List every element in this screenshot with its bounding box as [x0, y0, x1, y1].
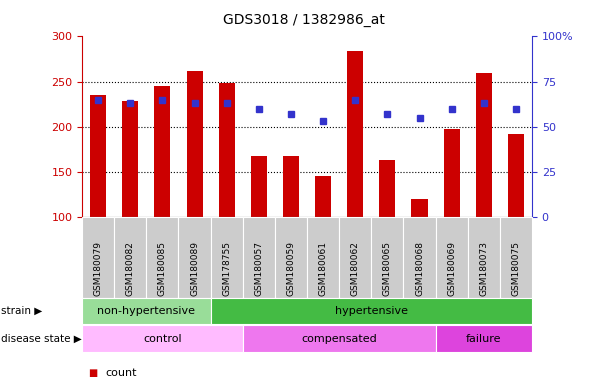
Bar — [412, 199, 427, 217]
Bar — [444, 129, 460, 217]
Bar — [122, 101, 138, 217]
Text: strain ▶: strain ▶ — [1, 306, 42, 316]
Text: GSM180089: GSM180089 — [190, 241, 199, 296]
Text: hypertensive: hypertensive — [335, 306, 408, 316]
Text: GSM178755: GSM178755 — [222, 241, 231, 296]
Bar — [347, 51, 363, 217]
Text: GSM180068: GSM180068 — [415, 241, 424, 296]
Bar — [315, 176, 331, 217]
Bar — [187, 71, 202, 217]
Bar — [154, 86, 170, 217]
Text: GSM180079: GSM180079 — [94, 241, 103, 296]
Text: GSM180061: GSM180061 — [319, 241, 328, 296]
Text: GSM180075: GSM180075 — [511, 241, 520, 296]
Text: count: count — [105, 368, 137, 378]
Text: GSM180069: GSM180069 — [447, 241, 456, 296]
Text: failure: failure — [466, 334, 502, 344]
Bar — [283, 156, 299, 217]
Text: GSM180057: GSM180057 — [254, 241, 263, 296]
Text: GSM180059: GSM180059 — [286, 241, 295, 296]
Bar — [508, 134, 524, 217]
Text: ■: ■ — [88, 368, 97, 378]
Bar — [250, 156, 267, 217]
Bar — [90, 95, 106, 217]
Text: GSM180082: GSM180082 — [126, 241, 135, 296]
Text: GSM180085: GSM180085 — [158, 241, 167, 296]
Bar — [219, 83, 235, 217]
Text: non-hypertensive: non-hypertensive — [97, 306, 195, 316]
Bar — [379, 160, 395, 217]
Text: control: control — [143, 334, 182, 344]
Text: GSM180062: GSM180062 — [351, 241, 360, 296]
Text: compensated: compensated — [302, 334, 377, 344]
Text: GSM180065: GSM180065 — [383, 241, 392, 296]
Text: GDS3018 / 1382986_at: GDS3018 / 1382986_at — [223, 13, 385, 27]
Bar — [475, 73, 492, 217]
Text: GSM180073: GSM180073 — [479, 241, 488, 296]
Text: disease state ▶: disease state ▶ — [1, 334, 81, 344]
